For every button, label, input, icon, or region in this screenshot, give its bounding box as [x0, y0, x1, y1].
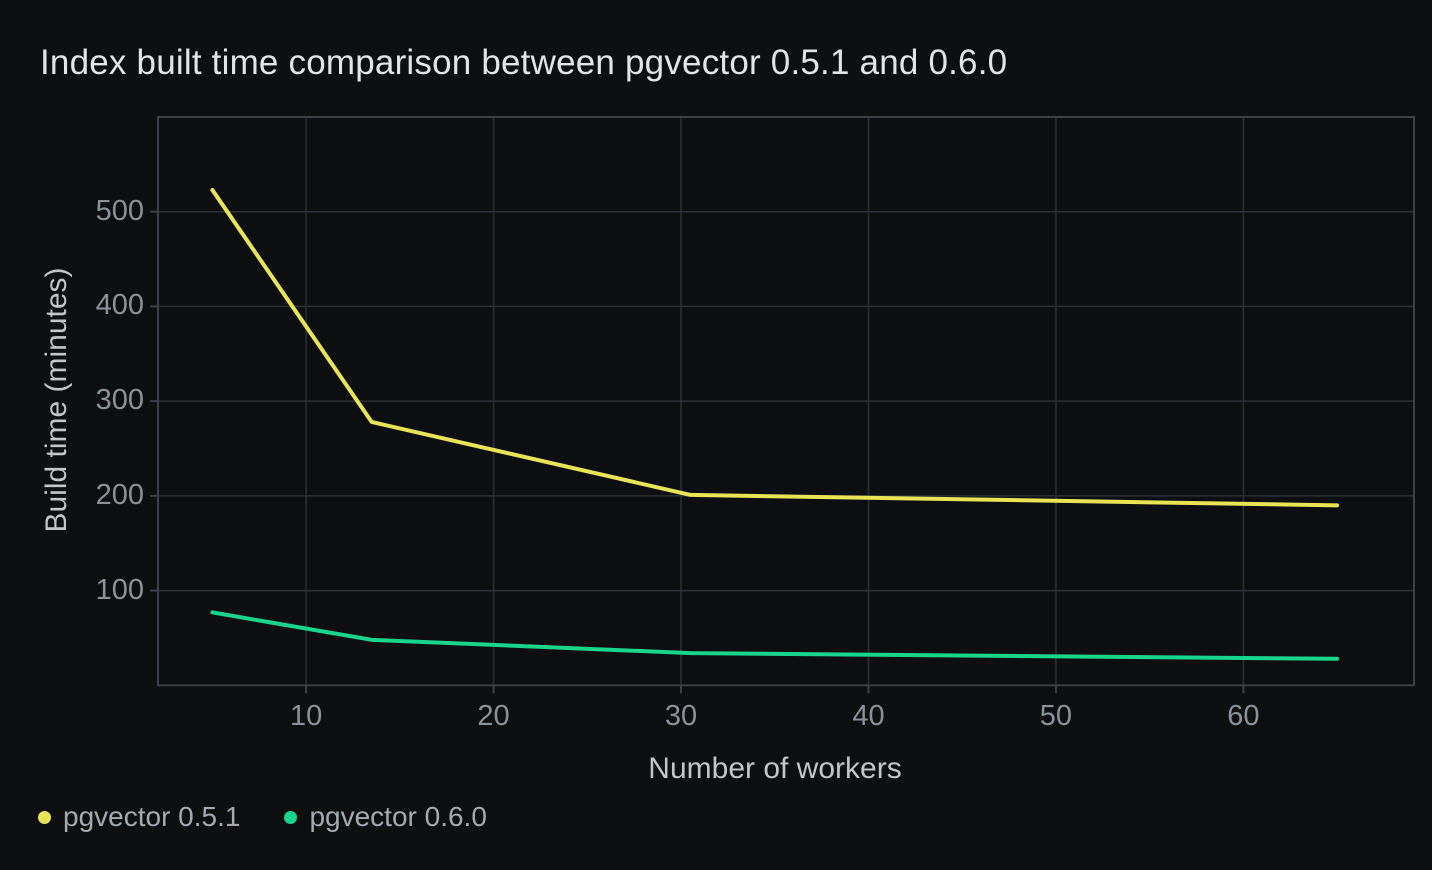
series-line-pgvector-0-5-1	[210, 187, 1340, 508]
y-tick-label: 500	[95, 194, 144, 227]
x-tick-label: 40	[852, 700, 885, 732]
legend-dot	[38, 810, 51, 824]
legend: pgvector 0.5.1 pgvector 0.6.0	[38, 801, 487, 833]
legend-dot	[284, 810, 298, 824]
legend-label: pgvector 0.5.1	[63, 801, 241, 832]
y-tick-label: 100	[95, 573, 144, 606]
y-tick-label: 200	[95, 478, 144, 511]
legend-item-pgvector-0-6-0[interactable]: pgvector 0.6.0	[284, 801, 487, 833]
legend-item-pgvector-0-5-1[interactable]: pgvector 0.5.1	[38, 801, 240, 833]
legend-label: pgvector 0.6.0	[309, 801, 487, 832]
series-line-pgvector-0-6-0	[210, 610, 1340, 661]
x-tick-label: 30	[664, 700, 698, 732]
y-tick-label: 400	[95, 289, 144, 322]
x-tick-label: 60	[1227, 700, 1260, 732]
x-axis-title: Number of workers	[648, 752, 902, 785]
x-tick-label: 10	[289, 700, 323, 732]
chart-title: Index built time comparison between pgve…	[40, 43, 1008, 82]
x-tick-label: 50	[1039, 700, 1073, 732]
y-tick-label: 300	[95, 383, 144, 416]
x-tick-label: 20	[477, 700, 510, 732]
